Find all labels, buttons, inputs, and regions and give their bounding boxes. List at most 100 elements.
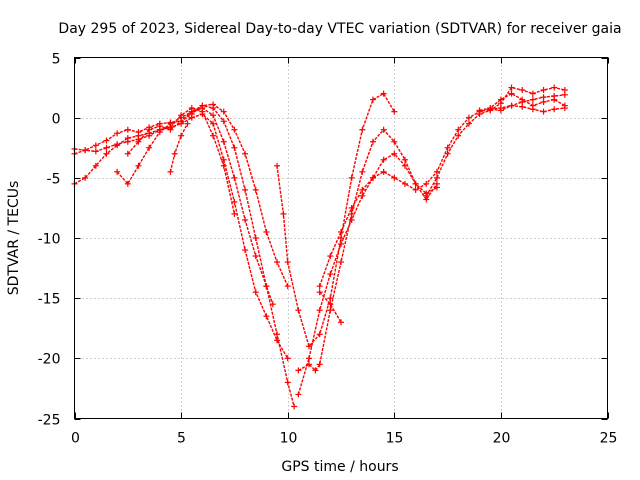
series-layer (71, 84, 568, 410)
data-point (124, 138, 131, 145)
data-point (135, 138, 142, 145)
data-point (242, 247, 249, 254)
data-point (476, 107, 483, 114)
data-point (359, 168, 366, 175)
y-tick-label: -25 (38, 413, 61, 429)
data-point (359, 186, 366, 193)
data-point (540, 86, 547, 93)
data-point (540, 99, 547, 106)
data-point (369, 96, 376, 103)
data-point (274, 162, 281, 169)
series-sat-d (116, 107, 274, 305)
data-point (82, 147, 89, 154)
data-point (423, 180, 430, 187)
data-point (220, 156, 227, 163)
data-point (327, 295, 334, 302)
data-point (156, 129, 163, 136)
data-point (327, 271, 334, 278)
data-point (423, 192, 430, 199)
data-point (220, 118, 227, 125)
data-point (210, 120, 217, 127)
data-point (348, 174, 355, 181)
data-point (252, 289, 259, 296)
data-point (508, 90, 515, 97)
x-tick-label: 20 (493, 431, 511, 447)
data-point (316, 307, 323, 314)
data-point (146, 144, 153, 151)
data-point (188, 108, 195, 115)
data-point (401, 156, 408, 163)
data-point (284, 259, 291, 266)
data-point (497, 96, 504, 103)
data-point (295, 307, 302, 314)
x-axis-label: GPS time / hours (281, 459, 398, 475)
data-point (338, 259, 344, 266)
y-axis-label: SDTVAR / TECUs (6, 181, 22, 296)
data-point (284, 379, 291, 386)
data-point (295, 367, 302, 374)
data-point (455, 132, 462, 139)
tick-labels: 0 5 10 15 20 25 -25 -20 -15 -10 -5 0 5 (38, 52, 618, 447)
data-point (231, 210, 238, 217)
data-point (369, 174, 376, 181)
series-sat-l (425, 86, 566, 197)
data-point (146, 126, 153, 133)
data-point (210, 132, 217, 139)
data-point (327, 253, 334, 260)
data-point (316, 283, 323, 290)
data-point (369, 138, 376, 145)
data-point (529, 96, 536, 103)
data-point (455, 126, 462, 133)
y-tick-label: -20 (38, 352, 61, 368)
data-point (551, 106, 558, 113)
data-point (412, 180, 419, 187)
data-point (391, 108, 398, 115)
data-point (274, 259, 281, 266)
data-point (497, 105, 504, 112)
data-point (291, 403, 298, 410)
x-tick-label: 0 (71, 431, 80, 447)
data-point (284, 283, 291, 290)
data-point (380, 156, 387, 163)
data-point (178, 118, 185, 125)
data-point (316, 331, 323, 338)
data-point (316, 289, 323, 296)
series-sat-h (298, 128, 438, 372)
data-point (519, 103, 526, 110)
data-point (391, 150, 398, 157)
data-point (188, 114, 195, 121)
series-sat-e (127, 103, 289, 287)
data-point (199, 102, 206, 109)
data-point (487, 106, 494, 113)
data-point (252, 186, 259, 193)
data-point (465, 120, 472, 127)
data-point (242, 150, 249, 157)
data-point (242, 216, 249, 223)
data-point (391, 174, 398, 181)
data-point (295, 391, 302, 398)
data-point (508, 102, 515, 109)
data-point (114, 130, 121, 137)
data-point (263, 313, 270, 320)
data-point (92, 148, 99, 155)
series-sat-k (319, 291, 342, 323)
y-tick-label: -10 (38, 232, 61, 248)
data-point (327, 307, 334, 314)
data-point (269, 301, 276, 308)
data-point (433, 184, 440, 191)
data-point (231, 174, 238, 181)
series-sat-c (74, 107, 236, 215)
x-tick-label: 5 (177, 431, 186, 447)
data-point (124, 180, 131, 187)
data-point (380, 168, 387, 175)
data-point (348, 204, 355, 211)
data-point (114, 141, 121, 148)
data-point (114, 168, 121, 175)
data-point (284, 355, 291, 362)
data-point (210, 112, 217, 119)
data-point (359, 192, 366, 199)
data-point (103, 150, 110, 157)
data-point (561, 86, 568, 93)
chart-title: Day 295 of 2023, Sidereal Day-to-day VTE… (58, 21, 621, 37)
data-point (146, 132, 153, 139)
